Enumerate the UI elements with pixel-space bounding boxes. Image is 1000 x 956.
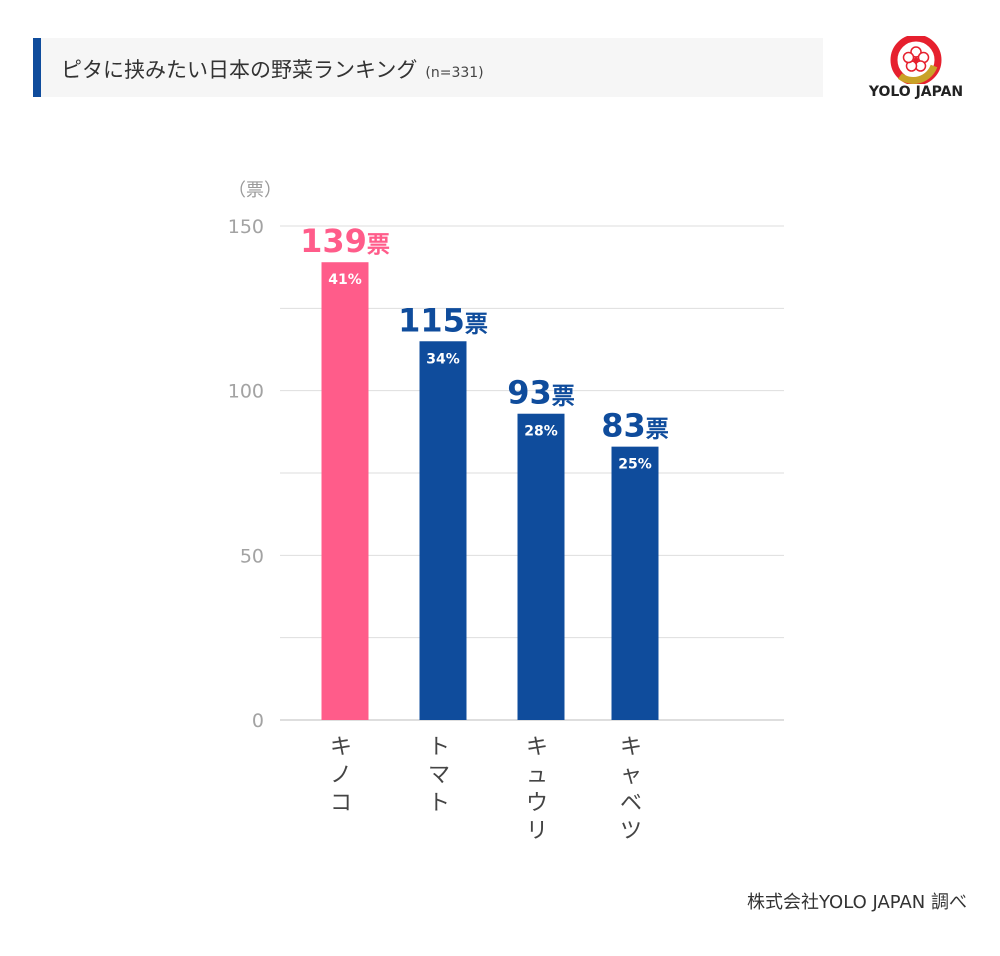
sample-size: (n=331) bbox=[425, 65, 484, 81]
chart-title: ピタに挟みたい日本の野菜ランキング (n=331) bbox=[61, 54, 484, 84]
source-credit: 株式会社YOLO JAPAN 調べ bbox=[747, 892, 967, 913]
category-label: キュウリ bbox=[526, 735, 548, 844]
value-label: 139票 bbox=[300, 222, 390, 260]
yolo-japan-logo: YOLO JAPAN bbox=[860, 34, 972, 104]
y-tick-label: 100 bbox=[228, 381, 264, 403]
bar-1 bbox=[321, 262, 369, 720]
logo-emblem-icon bbox=[890, 34, 942, 86]
value-label: 83票 bbox=[601, 407, 669, 445]
title-accent bbox=[33, 38, 41, 97]
value-label: 93票 bbox=[507, 374, 575, 412]
bar-4 bbox=[611, 446, 659, 720]
y-tick-label: 0 bbox=[252, 710, 264, 732]
y-tick-label: 50 bbox=[240, 545, 264, 567]
category-label: キノコ bbox=[330, 735, 352, 816]
category-label: キャベツ bbox=[620, 735, 642, 844]
y-axis-unit: （票） bbox=[228, 180, 282, 201]
percent-label: 34% bbox=[426, 351, 460, 367]
logo-text: YOLO JAPAN bbox=[868, 84, 964, 100]
percent-label: 28% bbox=[524, 424, 558, 440]
percent-label: 25% bbox=[618, 457, 652, 473]
value-label: 115票 bbox=[398, 301, 488, 339]
bar-3 bbox=[517, 413, 565, 720]
chart-title-text: ピタに挟みたい日本の野菜ランキング bbox=[61, 58, 418, 82]
percent-label: 41% bbox=[328, 272, 362, 288]
category-label: トマト bbox=[428, 735, 450, 816]
title-bar: ピタに挟みたい日本の野菜ランキング (n=331) bbox=[33, 38, 823, 97]
y-tick-label: 150 bbox=[228, 216, 264, 238]
bar-2 bbox=[419, 341, 467, 720]
